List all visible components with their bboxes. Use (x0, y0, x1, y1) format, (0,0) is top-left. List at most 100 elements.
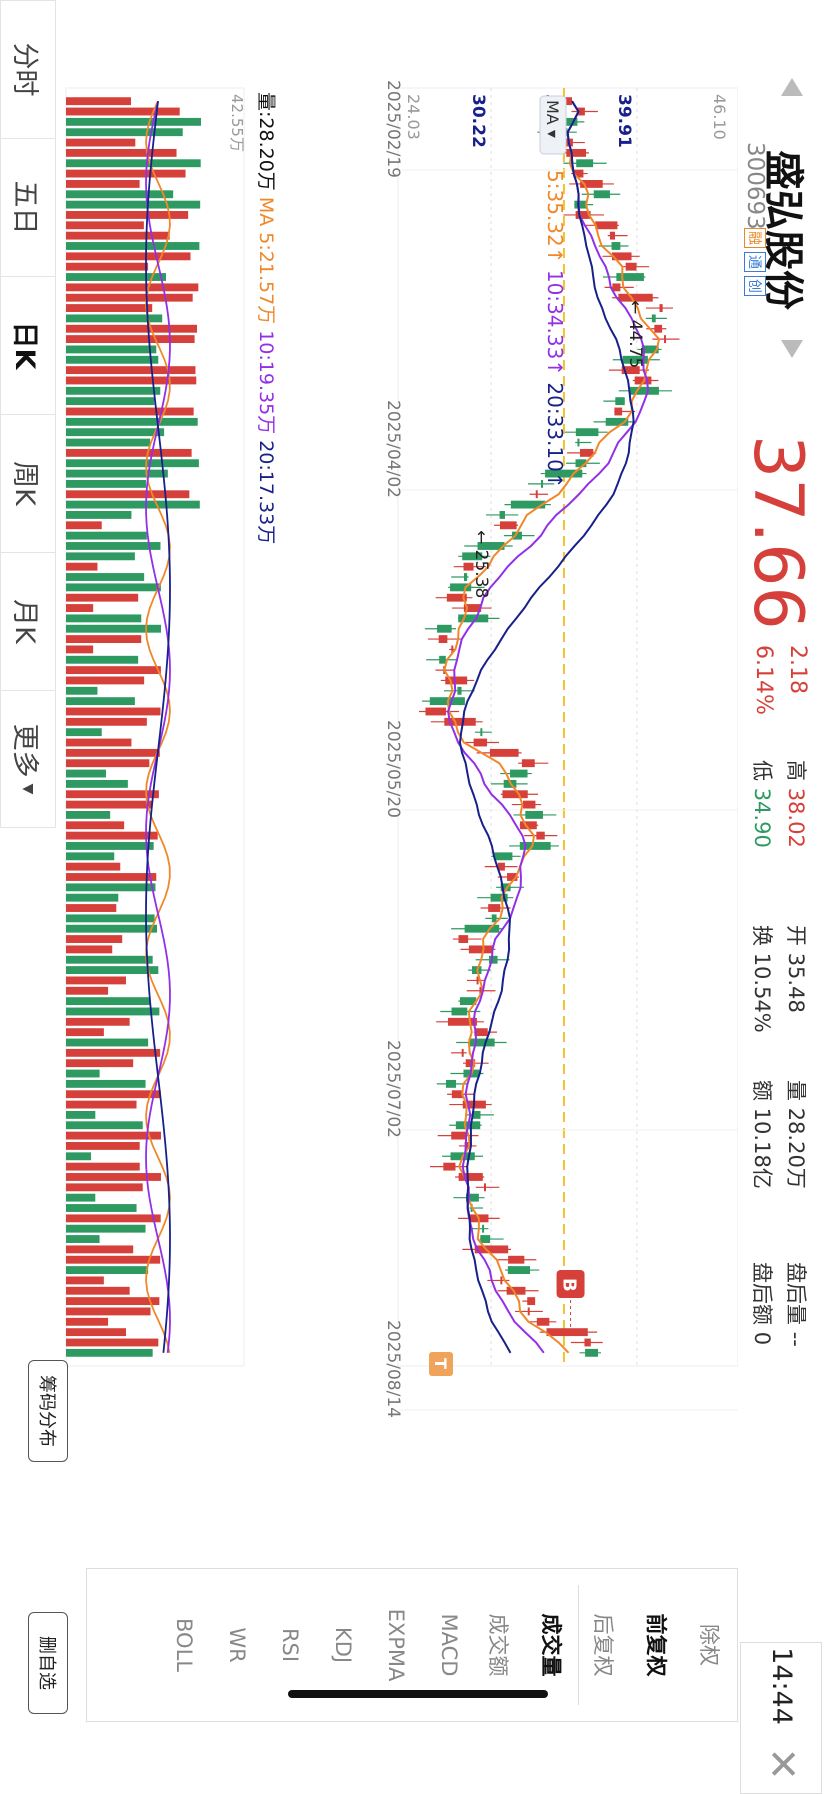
candle-body (576, 159, 594, 168)
close-icon[interactable]: ✕ (759, 1747, 805, 1781)
volume-bar (66, 138, 136, 147)
volume-bar (66, 738, 132, 747)
volume-bar (66, 1297, 160, 1306)
candle-body (527, 1307, 530, 1316)
candle-body (472, 1110, 481, 1119)
option-forward-adjusted[interactable]: 前复权 (644, 1613, 668, 1677)
volume-bar (65, 190, 174, 199)
volume-bar (66, 1048, 161, 1057)
volume-bar (66, 293, 193, 302)
tab-five-day[interactable]: 五日 (0, 138, 56, 276)
volume-bar (66, 583, 161, 592)
candle-body (457, 686, 462, 695)
candle-body (480, 728, 483, 737)
volume-bar (66, 417, 198, 426)
candle-body (611, 242, 621, 250)
candle-body (444, 717, 476, 726)
option-macd[interactable]: MACD (437, 1613, 461, 1677)
period-tabs: 分时 五日 日K 周K 月K 更多 ▼ (0, 0, 56, 900)
stock-code: 300693 (742, 142, 768, 230)
candle-body (577, 107, 585, 116)
volume-ma10-line (145, 100, 171, 1353)
candle-body (463, 604, 482, 612)
low-stat: 低 34.90 (750, 760, 774, 848)
volume-bar (66, 159, 201, 168)
ma-toggle-label: MA ▾ (543, 100, 562, 138)
candle-body (502, 790, 528, 799)
time-box: 14:44 ✕ (740, 1642, 822, 1794)
candle-body (451, 1131, 466, 1140)
badge-group: 融 通 创 (744, 228, 766, 296)
kline-chart[interactable]: 2025/02/19 2025/04/02 2025/05/20 2025/07/02… (58, 0, 738, 1568)
tab-intraday[interactable]: 分时 (0, 0, 56, 138)
option-volume[interactable]: 成交量 (539, 1613, 563, 1677)
volume-bar (66, 107, 180, 116)
candle-body (566, 148, 587, 157)
volume-bar (66, 997, 151, 1006)
option-kdj[interactable]: KDJ (331, 1626, 355, 1664)
volume-bar (66, 552, 135, 561)
indicator-panel: 除权 前复权 后复权 成交量 成交额 MACD EXPMA KDJ RSI WR… (86, 1568, 738, 1722)
tab-daily-k[interactable]: 日K (0, 276, 56, 414)
candle-body (611, 252, 632, 261)
volume-stat: 量 28.20万 (784, 1080, 808, 1189)
next-stock-arrow[interactable] (781, 340, 803, 358)
candle-body (579, 448, 594, 457)
option-backward-adjusted[interactable]: 后复权 (591, 1613, 615, 1677)
low-marker-label: ← 25.38 (471, 530, 491, 598)
option-boll[interactable]: BOLL (172, 1618, 196, 1672)
volume-bar (66, 1245, 134, 1254)
option-rsi[interactable]: RSI (278, 1627, 302, 1663)
prev-stock-arrow[interactable] (781, 78, 803, 96)
volume-bar (65, 1338, 159, 1347)
candle-body (488, 904, 501, 912)
volume-bar (65, 1276, 104, 1285)
open-stat: 开 35.48 (784, 925, 808, 1013)
volume-bar (66, 511, 132, 519)
volume-bar (65, 469, 168, 478)
ma10-line (447, 100, 650, 1354)
price-pane-frame (397, 87, 738, 1367)
chip-distribution-button[interactable]: 筹码分布 (28, 1360, 68, 1462)
volume-bar (65, 1028, 104, 1037)
ma-legend: 5:35.32↑ 10:34.33↑ 20:33.10↑ (543, 170, 567, 489)
volume-bar (66, 842, 154, 850)
ref-label-1: 39.91 (614, 94, 634, 148)
home-indicator (288, 1690, 548, 1698)
volume-bar (65, 904, 117, 912)
candle-body (609, 231, 616, 240)
badge-connect: 通 (744, 252, 766, 272)
volume-bar (66, 1307, 151, 1316)
ma-toggle-button[interactable] (539, 95, 567, 155)
tab-more[interactable]: 更多 ▼ (0, 690, 56, 828)
option-ex-rights[interactable]: 除权 (697, 1624, 721, 1666)
tab-monthly-k[interactable]: 月K (0, 552, 56, 690)
candle-body (463, 573, 468, 581)
tab-weekly-k[interactable]: 周K (0, 414, 56, 552)
candle-body (459, 997, 477, 1006)
remove-watchlist-button[interactable]: 删自选 (28, 1612, 68, 1714)
option-expma[interactable]: EXPMA (384, 1608, 408, 1682)
ref-label-3: 30.22 (468, 94, 488, 148)
volume-bar (65, 1121, 143, 1130)
candle-body (446, 593, 467, 602)
candle-body (477, 542, 505, 550)
amount-stat: 额 10.18亿 (750, 1080, 774, 1189)
volume-bar (66, 1224, 146, 1233)
candle-body (458, 614, 489, 623)
volume-bar (66, 397, 155, 406)
volume-bar (66, 262, 149, 271)
option-turnover-amount[interactable]: 成交额 (486, 1613, 510, 1677)
volume-bar (65, 531, 147, 540)
volume-bar (66, 1079, 146, 1088)
candle-body (593, 190, 610, 199)
candle-body (468, 1038, 495, 1047)
volume-bar (65, 1214, 161, 1223)
option-wr[interactable]: WR (225, 1627, 249, 1663)
volume-bar (66, 686, 98, 695)
candle-body (458, 935, 469, 943)
candle-body (541, 479, 544, 488)
volume-bar (65, 428, 165, 437)
buy-marker (556, 1270, 585, 1298)
date-label-0: 2025/02/19 (383, 80, 403, 178)
